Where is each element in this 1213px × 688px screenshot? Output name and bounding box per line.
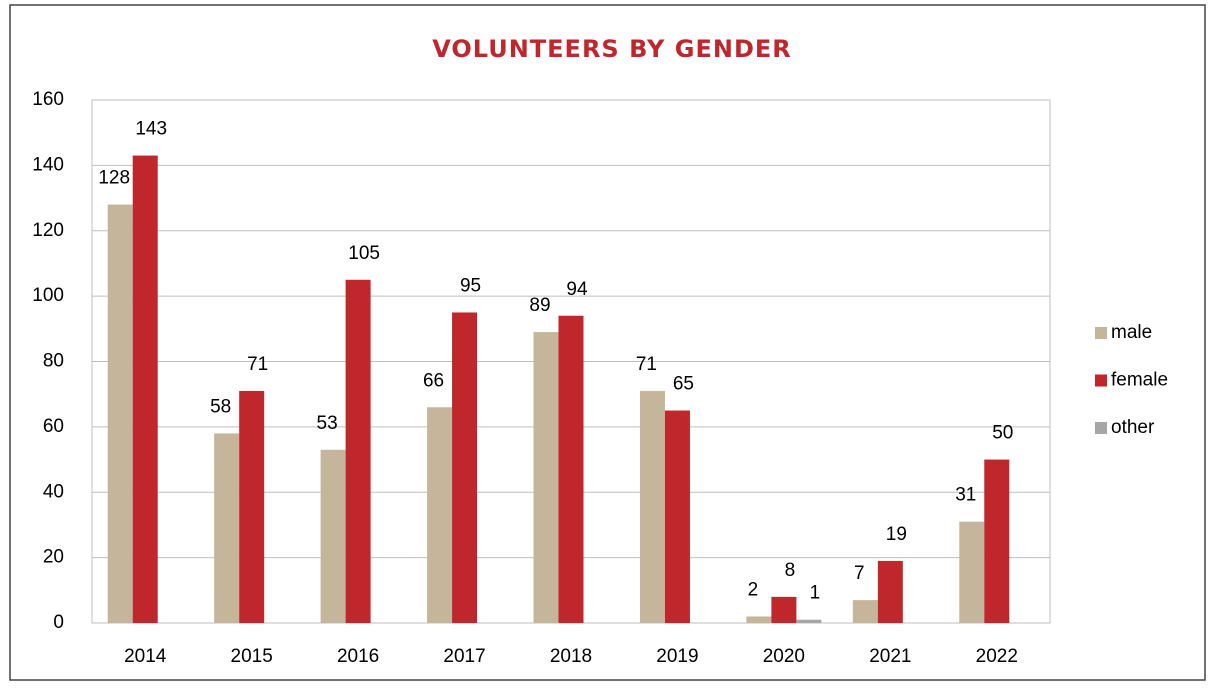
data-label: 8	[785, 560, 796, 581]
data-label: 66	[423, 370, 444, 391]
legend-label: female	[1111, 370, 1168, 391]
x-tick-label: 2018	[550, 646, 592, 667]
bar	[533, 332, 559, 623]
bar	[639, 390, 665, 623]
data-label: 94	[566, 279, 588, 300]
data-label: 128	[98, 168, 130, 189]
bar	[239, 390, 265, 623]
y-tick-label: 140	[32, 154, 64, 175]
bar	[345, 279, 371, 623]
legend-label: other	[1111, 417, 1155, 438]
data-label: 58	[210, 396, 231, 417]
chart-border	[9, 4, 1206, 681]
data-label: 50	[992, 423, 1013, 444]
bar	[320, 449, 346, 623]
x-tick-label: 2022	[976, 646, 1018, 667]
y-tick-label: 60	[43, 416, 64, 437]
bar	[132, 155, 158, 623]
x-tick-label: 2014	[124, 646, 167, 667]
y-tick-label: 160	[32, 89, 64, 110]
bar	[427, 407, 453, 623]
data-label: 71	[247, 354, 268, 375]
bar	[452, 312, 478, 623]
x-tick-label: 2021	[869, 646, 911, 667]
data-label: 89	[529, 295, 550, 316]
y-tick-label: 100	[32, 285, 64, 306]
bar	[984, 459, 1010, 623]
y-tick-label: 0	[53, 612, 64, 633]
data-label: 65	[673, 374, 694, 395]
x-tick-label: 2017	[443, 646, 485, 667]
bar	[771, 596, 797, 623]
legend-swatch	[1095, 374, 1107, 387]
y-tick-label: 40	[43, 481, 64, 502]
data-label: 7	[854, 563, 865, 584]
bar	[107, 204, 133, 623]
data-label: 53	[317, 413, 338, 434]
x-tick-label: 2016	[337, 646, 379, 667]
bar	[214, 433, 240, 623]
x-tick-label: 2015	[231, 646, 273, 667]
bar	[796, 619, 822, 623]
bar	[959, 521, 985, 623]
bar	[746, 616, 772, 623]
bar	[664, 410, 690, 623]
legend-swatch	[1095, 327, 1107, 339]
data-label: 143	[135, 119, 167, 140]
bar	[877, 560, 903, 623]
y-tick-label: 20	[43, 547, 64, 568]
data-label: 71	[636, 354, 657, 375]
y-tick-label: 120	[32, 220, 64, 241]
y-tick-label: 80	[43, 351, 64, 372]
data-label: 2	[748, 579, 759, 600]
data-label: 1	[810, 583, 821, 604]
x-tick-label: 2019	[656, 646, 698, 667]
data-label: 105	[348, 243, 380, 264]
legend-label: male	[1111, 322, 1152, 343]
x-tick-label: 2020	[763, 646, 805, 667]
data-label: 19	[886, 524, 907, 545]
bar	[558, 315, 584, 623]
legend-swatch	[1095, 422, 1107, 434]
bar	[852, 600, 878, 623]
data-label: 95	[460, 275, 481, 296]
chart-title: VOLUNTEERS BY GENDER	[432, 35, 792, 63]
data-label: 31	[955, 485, 976, 506]
